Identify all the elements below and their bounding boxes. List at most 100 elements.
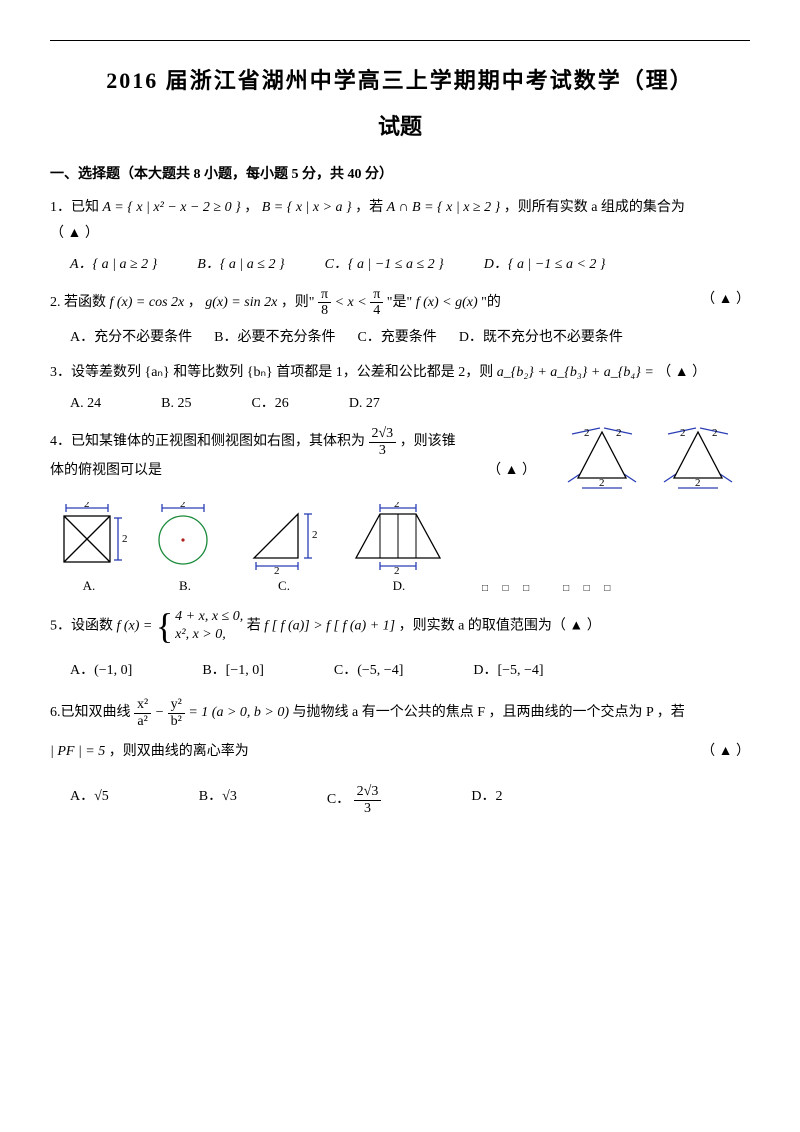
circle-icon: 2 <box>146 502 224 574</box>
q6-C-pre: C． <box>327 792 350 807</box>
q1-cond: A ∩ B = { x | x ≥ 2 } <box>387 200 501 215</box>
question-3: 3．设等差数列 {aₙ} 和等比数列 {bₙ} 首项都是 1，公差和公比都是 2… <box>50 360 750 416</box>
q2-mid2: ，则" <box>281 295 315 310</box>
q2-mid3: "是" <box>387 295 416 310</box>
q3-blank: （ ▲ ） <box>657 365 706 380</box>
q2-blank: （ ▲ ） <box>701 287 750 312</box>
svg-text:2: 2 <box>180 502 186 510</box>
q6-optA: A．√5 <box>70 784 109 816</box>
q2-frac2-n: π <box>370 287 383 303</box>
q4-labB: B. <box>179 574 191 597</box>
q6-yfrac: y²b² <box>168 697 185 729</box>
svg-text:2: 2 <box>394 565 400 574</box>
q3-optB: B. 25 <box>161 391 191 416</box>
triangle-view-1-icon: 2 2 2 <box>566 426 654 496</box>
q5-case2: x², x > 0, <box>175 626 243 644</box>
svg-text:2: 2 <box>712 427 718 439</box>
trapezoid-icon: 22 <box>344 502 454 574</box>
q6-pf: | PF | = 5 <box>50 744 105 759</box>
q5-optC: C．(−5, −4] <box>334 658 403 683</box>
q6-blank: （ ▲ ） <box>701 739 750 764</box>
svg-text:2: 2 <box>599 477 605 489</box>
q4-figure-row: 22 A. 2 B. 22 <box>50 502 750 597</box>
q6-Cd: 3 <box>354 801 382 816</box>
q1-stem-c: ，则所有实数 a 组成的集合为 <box>504 200 685 215</box>
question-1: 1．已知 A = { x | x² − x − 2 ≥ 0 } ， B = { … <box>50 195 750 277</box>
q2-optB: B．必要不充分条件 <box>214 325 335 350</box>
svg-text:2: 2 <box>680 427 686 439</box>
q2-optD: D．既不充分也不必要条件 <box>459 325 623 350</box>
q6-xn: x² <box>134 697 151 713</box>
q2-frac2-d: 4 <box>370 303 383 318</box>
q2-gx: g(x) = sin 2x <box>205 295 277 310</box>
q5-stem-c: ，则实数 a 的取值范围为（ ▲ ） <box>399 618 601 633</box>
q1-stem-b: ，若 <box>355 200 387 215</box>
q6-Cn: 2√3 <box>354 784 382 800</box>
q2-fx: f (x) = cos 2x <box>110 295 185 310</box>
q4-figA: 22 A. <box>50 502 128 597</box>
triangle-view-2-icon: 22 2 <box>662 426 750 496</box>
q3-stem: 3．设等差数列 {aₙ} 和等比数列 {bₙ} 首项都是 1，公差和公比都是 2… <box>50 365 497 380</box>
q5-optA: A．(−1, 0] <box>70 658 132 683</box>
svg-text:2: 2 <box>394 502 400 510</box>
q3-optC: C．26 <box>251 391 288 416</box>
q6-xd: a² <box>134 714 151 729</box>
q1-setB: B = { x | x > a } <box>262 200 352 215</box>
q2-lt: < x < <box>335 295 371 310</box>
question-6: 6.已知双曲线 x²a² − y²b² = 1 (a > 0, b > 0) 与… <box>50 697 750 816</box>
q4-vol-d: 3 <box>369 443 397 458</box>
q3-expr: a_{b₂} + a_{b₃} + a_{b₄} = <box>497 365 654 380</box>
q1-options: A．{ a | a ≥ 2 } B．{ a | a ≤ 2 } C．{ a | … <box>70 252 750 277</box>
q6-stem-a: 6.已知双曲线 <box>50 705 134 720</box>
svg-text:2: 2 <box>122 533 128 545</box>
q6-optD: D．2 <box>471 784 502 816</box>
q6-yd: b² <box>168 714 185 729</box>
q2-stem-a: 2. 若函数 <box>50 295 110 310</box>
q1-stem-a: 1．已知 <box>50 200 103 215</box>
q5-options: A．(−1, 0] B．[−1, 0] C．(−5, −4] D．[−5, −4… <box>70 658 750 683</box>
q3-options: A. 24 B. 25 C．26 D. 27 <box>70 391 750 416</box>
q2-frac1-n: π <box>318 287 331 303</box>
q4-vol: 2√33 <box>369 426 397 458</box>
q4-stem-c: 体的俯视图可以是 <box>50 463 162 478</box>
svg-text:2: 2 <box>274 565 280 574</box>
q6-stem-c: ，则双曲线的离心率为 <box>109 744 249 759</box>
svg-text:2: 2 <box>312 529 318 541</box>
q4-stem-b: ，则该锥 <box>400 434 456 449</box>
q4-labD: D. <box>393 574 406 597</box>
q2-optA: A．充分不必要条件 <box>70 325 192 350</box>
q2-ineq: f (x) < g(x) <box>416 295 478 310</box>
q5-optD: D．[−5, −4] <box>473 658 543 683</box>
square-x-icon: 22 <box>50 502 128 574</box>
svg-text:2: 2 <box>616 427 622 439</box>
q5-fx: f (x) = <box>117 618 153 633</box>
q4-labC: C. <box>278 574 290 597</box>
svg-text:2: 2 <box>84 502 90 510</box>
right-triangle-icon: 22 <box>242 502 326 574</box>
question-5: 5．设函数 f (x) = { 4 + x, x ≤ 0, x², x > 0,… <box>50 608 750 684</box>
q6-minus: − <box>155 705 168 720</box>
title-line1: 2016 届浙江省湖州中学高三上学期期中考试数学（理） <box>50 61 750 101</box>
q3-optD: D. 27 <box>349 391 380 416</box>
q4-figB: 2 B. <box>146 502 224 597</box>
q2-frac2: π4 <box>370 287 383 319</box>
top-rule <box>50 40 750 41</box>
q4-vol-n: 2√3 <box>369 426 397 442</box>
svg-text:2: 2 <box>584 427 590 439</box>
question-2: 2. 若函数 f (x) = cos 2x ， g(x) = sin 2x ，则… <box>50 287 750 350</box>
q2-stem-b: "的 <box>481 295 501 310</box>
q2-frac1-d: 8 <box>318 303 331 318</box>
q4-stem-a: 4．已知某锥体的正视图和侧视图如右图，其体积为 <box>50 434 369 449</box>
q1-setA: A = { x | x² − x − 2 ≥ 0 } <box>103 200 241 215</box>
q1-optC: C．{ a | −1 ≤ a ≤ 2 } <box>325 252 444 277</box>
q2-optC: C．充要条件 <box>357 325 436 350</box>
q6-optC: C． 2√33 <box>327 784 382 816</box>
section1-heading: 一、选择题（本大题共 8 小题，每小题 5 分，共 40 分） <box>50 162 750 187</box>
q1-optA: A．{ a | a ≥ 2 } <box>70 252 157 277</box>
q1-mid: ， <box>244 200 258 215</box>
q4-figC: 22 C. <box>242 502 326 597</box>
q6-rhs: = 1 (a > 0, b > 0) <box>188 705 289 720</box>
q4-figD: 22 D. <box>344 502 454 597</box>
q6-yn: y² <box>168 697 185 713</box>
q1-optD: D．{ a | −1 ≤ a < 2 } <box>484 252 606 277</box>
